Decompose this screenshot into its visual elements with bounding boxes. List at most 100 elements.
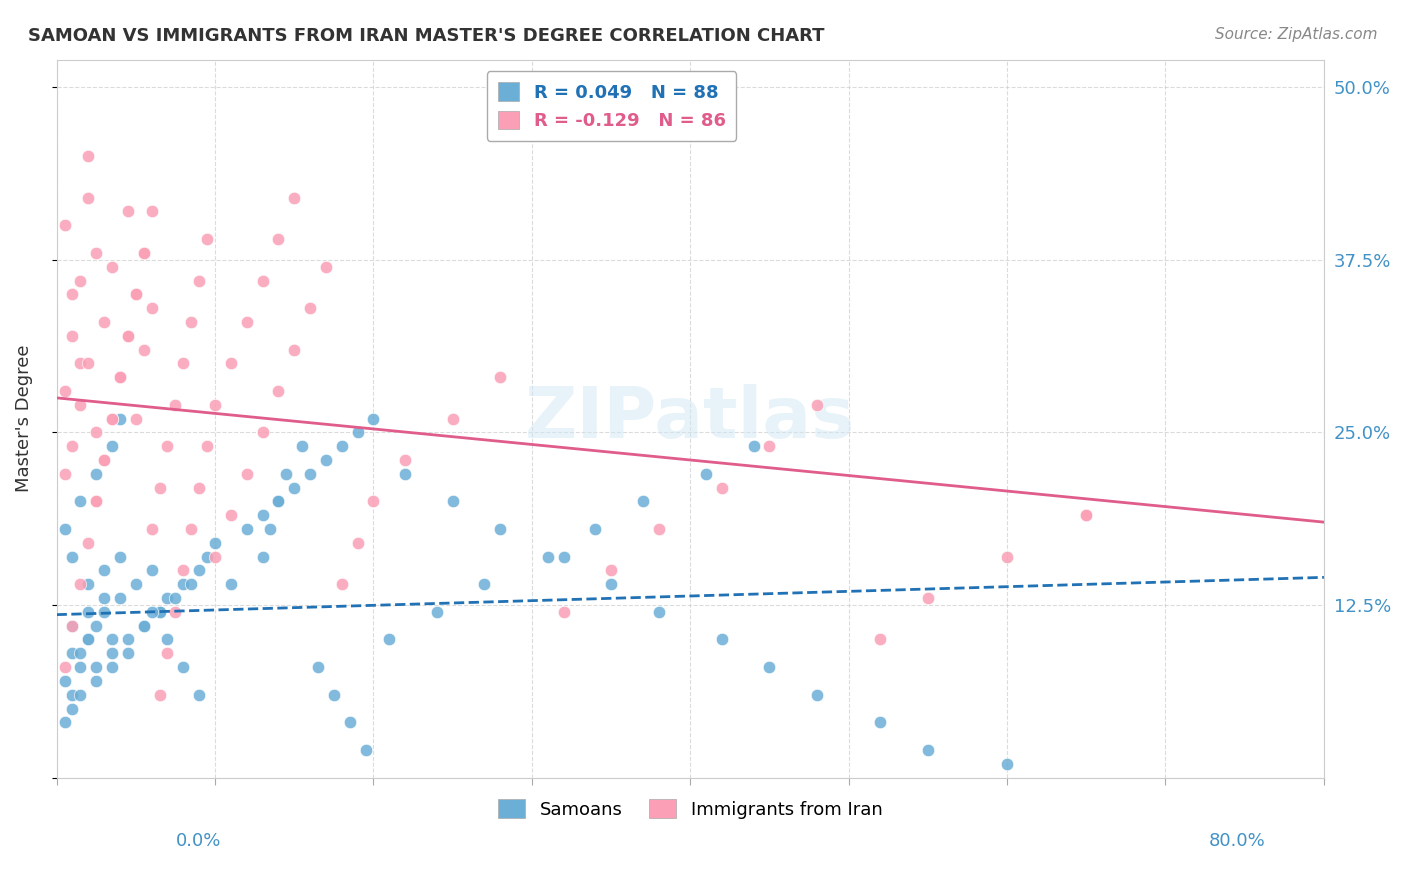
Point: [77, 149, 100, 163]
Point: [553, 549, 575, 564]
Point: [346, 425, 368, 440]
Point: [117, 204, 139, 219]
Point: [188, 481, 211, 495]
Point: [93, 605, 115, 619]
Point: [472, 577, 495, 591]
Point: [77, 536, 100, 550]
Point: [156, 646, 179, 660]
Point: [188, 273, 211, 287]
Point: [354, 743, 377, 757]
Point: [235, 522, 257, 536]
Point: [141, 605, 163, 619]
Point: [283, 343, 305, 357]
Point: [252, 273, 274, 287]
Point: [101, 632, 124, 647]
Point: [117, 328, 139, 343]
Point: [69, 398, 91, 412]
Point: [1076, 508, 1098, 523]
Point: [141, 522, 163, 536]
Point: [77, 356, 100, 370]
Point: [101, 260, 124, 274]
Point: [441, 411, 464, 425]
Point: [180, 577, 202, 591]
Point: [299, 301, 322, 315]
Point: [172, 356, 194, 370]
Point: [283, 191, 305, 205]
Legend: Samoans, Immigrants from Iran: Samoans, Immigrants from Iran: [491, 792, 890, 826]
Point: [363, 494, 385, 508]
Y-axis label: Master's Degree: Master's Degree: [15, 345, 32, 492]
Point: [117, 646, 139, 660]
Point: [346, 536, 368, 550]
Point: [1076, 508, 1098, 523]
Point: [180, 522, 202, 536]
Point: [101, 646, 124, 660]
Point: [695, 467, 717, 481]
Point: [132, 618, 155, 632]
Point: [188, 688, 211, 702]
Point: [101, 411, 124, 425]
Point: [252, 508, 274, 523]
Point: [394, 453, 416, 467]
Point: [93, 564, 115, 578]
Point: [132, 343, 155, 357]
Text: 80.0%: 80.0%: [1209, 831, 1265, 850]
Point: [806, 398, 828, 412]
Point: [806, 688, 828, 702]
Point: [84, 425, 107, 440]
Point: [77, 605, 100, 619]
Point: [758, 439, 780, 453]
Point: [172, 577, 194, 591]
Point: [53, 219, 76, 233]
Point: [631, 494, 654, 508]
Point: [267, 494, 290, 508]
Point: [156, 439, 179, 453]
Point: [394, 467, 416, 481]
Point: [132, 618, 155, 632]
Point: [219, 577, 242, 591]
Point: [742, 439, 765, 453]
Point: [180, 315, 202, 329]
Point: [188, 564, 211, 578]
Point: [600, 564, 623, 578]
Point: [84, 618, 107, 632]
Point: [235, 467, 257, 481]
Point: [252, 425, 274, 440]
Point: [53, 715, 76, 730]
Point: [204, 549, 226, 564]
Point: [917, 591, 939, 605]
Point: [267, 494, 290, 508]
Point: [84, 246, 107, 260]
Point: [204, 536, 226, 550]
Point: [93, 315, 115, 329]
Point: [117, 328, 139, 343]
Point: [553, 605, 575, 619]
Point: [710, 481, 733, 495]
Point: [53, 384, 76, 398]
Point: [219, 508, 242, 523]
Point: [148, 605, 170, 619]
Point: [172, 660, 194, 674]
Point: [195, 232, 218, 246]
Point: [77, 632, 100, 647]
Point: [108, 370, 131, 384]
Point: [125, 577, 148, 591]
Point: [758, 660, 780, 674]
Point: [62, 549, 84, 564]
Point: [195, 549, 218, 564]
Point: [125, 287, 148, 301]
Point: [710, 632, 733, 647]
Point: [148, 605, 170, 619]
Point: [101, 439, 124, 453]
Point: [101, 411, 124, 425]
Text: SAMOAN VS IMMIGRANTS FROM IRAN MASTER'S DEGREE CORRELATION CHART: SAMOAN VS IMMIGRANTS FROM IRAN MASTER'S …: [28, 27, 825, 45]
Point: [69, 356, 91, 370]
Point: [267, 384, 290, 398]
Point: [195, 439, 218, 453]
Point: [315, 260, 337, 274]
Point: [93, 591, 115, 605]
Point: [108, 549, 131, 564]
Point: [69, 646, 91, 660]
Point: [204, 398, 226, 412]
Point: [995, 549, 1018, 564]
